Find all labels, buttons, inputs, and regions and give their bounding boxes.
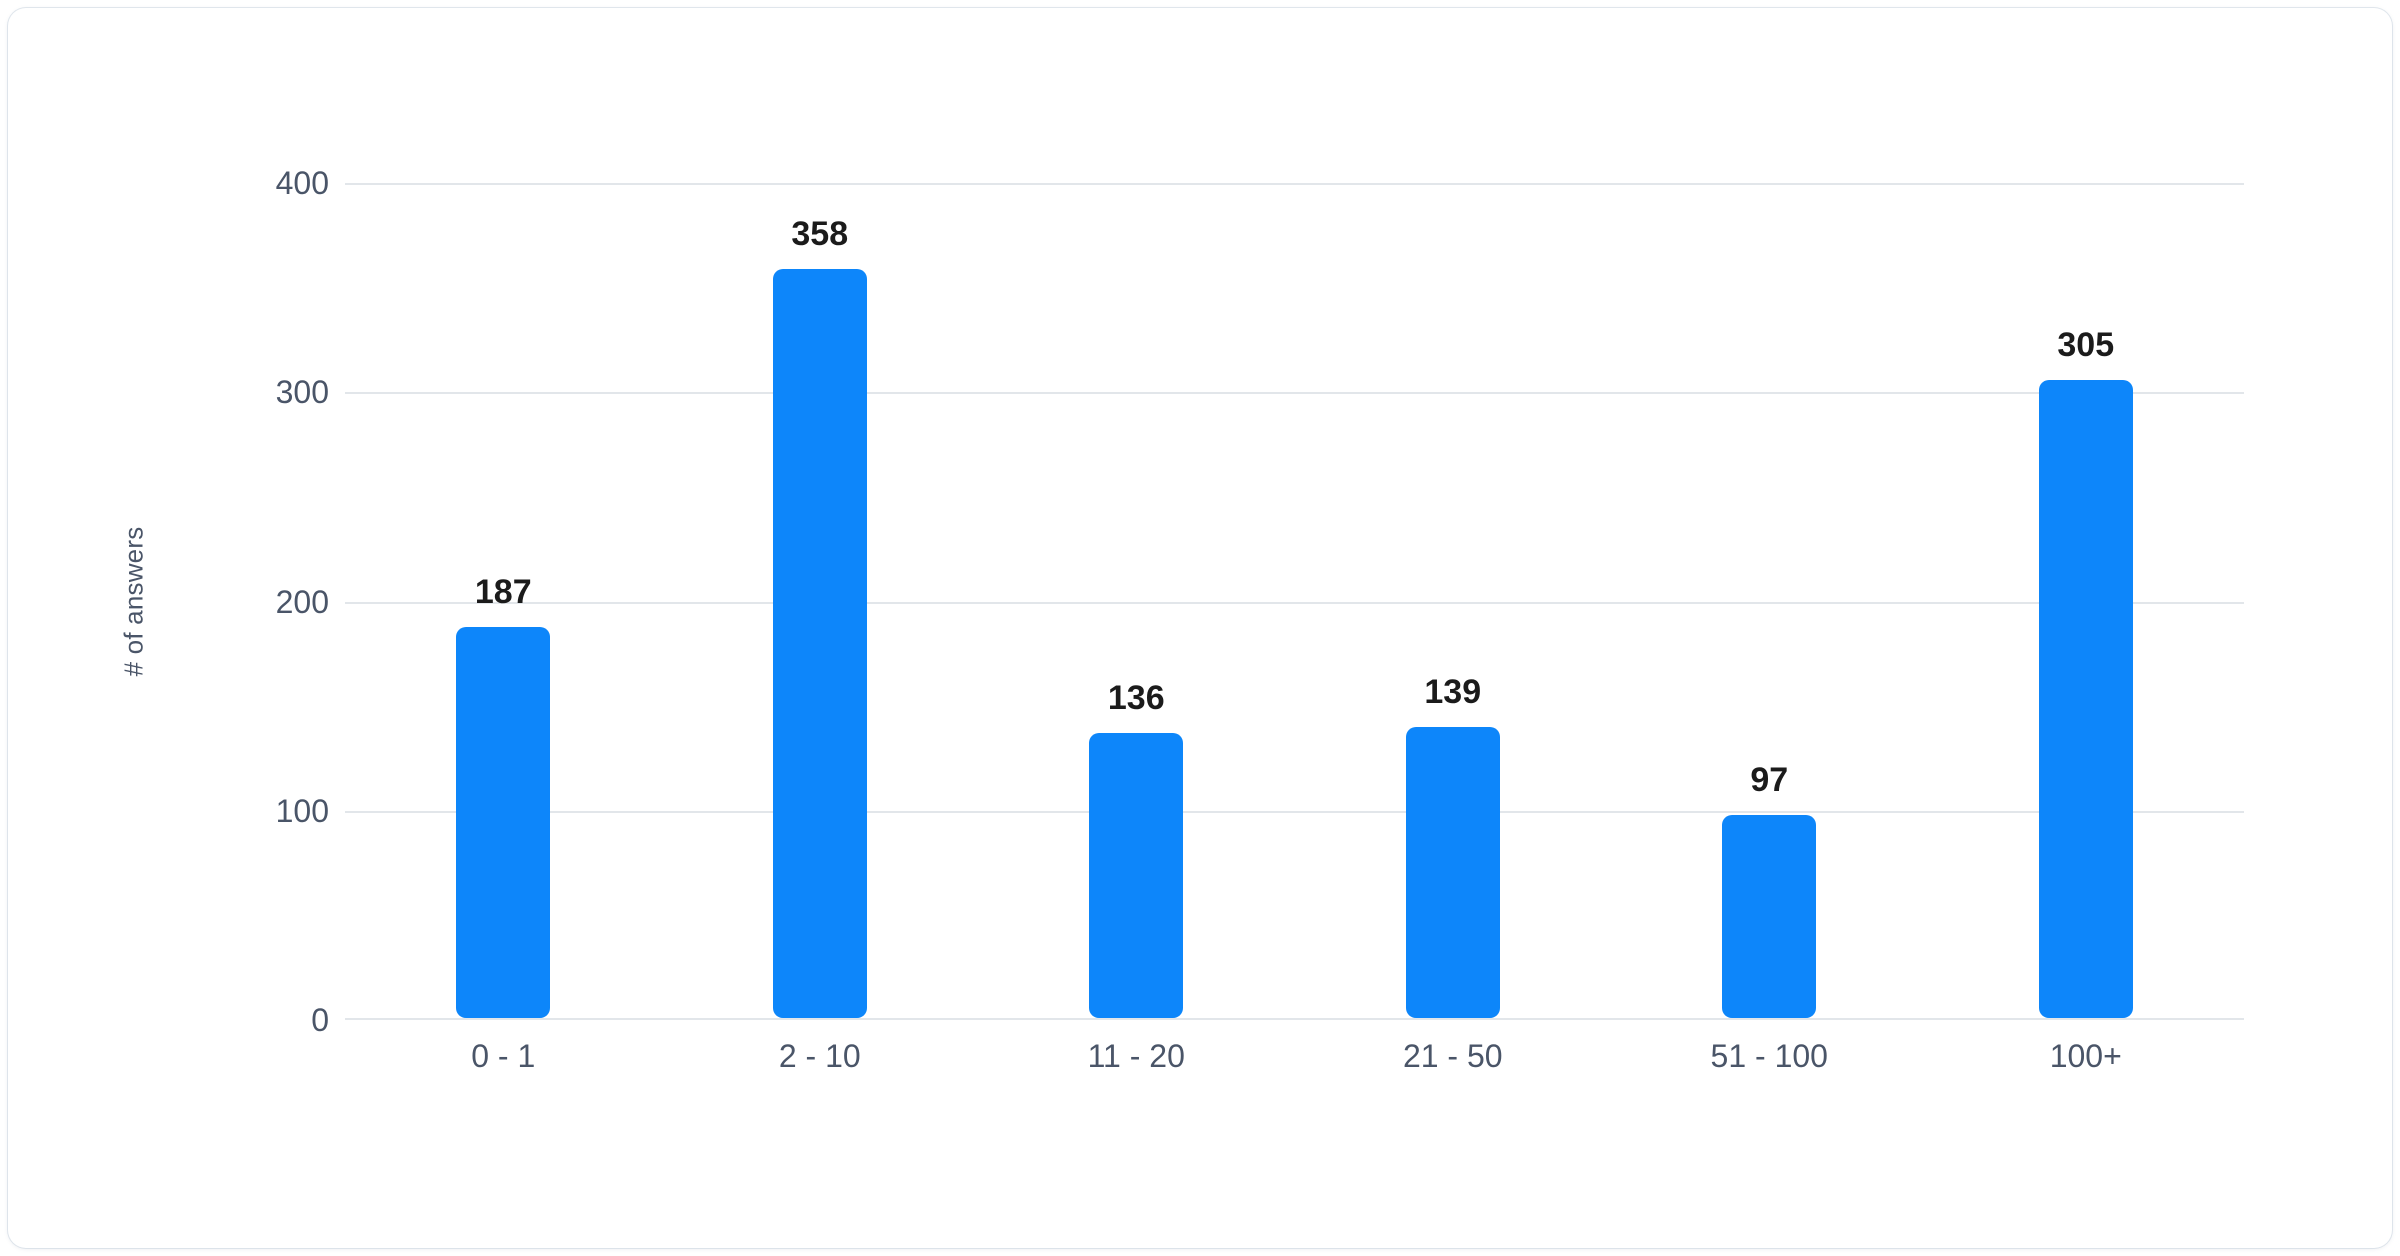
- bar-slot: 139: [1295, 183, 1612, 1020]
- chart-card: # of answers 400 300 200 100 0 187 358 1…: [8, 8, 2392, 1248]
- plot-area: 187 358 136 139 97 305: [345, 183, 2244, 1020]
- gridline-200: [345, 601, 2244, 604]
- y-tick-label: 400: [275, 165, 329, 201]
- y-tick-label: 100: [275, 792, 329, 829]
- bar-value-label: 305: [2057, 325, 2115, 364]
- gridline-300: [345, 392, 2244, 395]
- bar-slot: 97: [1611, 183, 1928, 1020]
- gridline-400: [345, 183, 2244, 185]
- y-axis-title: # of answers: [104, 183, 164, 1020]
- y-axis-tick-labels: 400 300 200 100 0: [189, 167, 329, 1036]
- y-tick-label: 0: [311, 1002, 329, 1038]
- x-tick-label: 21 - 50: [1402, 1038, 1503, 1074]
- x-axis-tick-labels: 0 - 1 2 - 10 11 - 20 21 - 50 51 - 100 10…: [345, 1040, 2244, 1100]
- bar[interactable]: [1089, 733, 1184, 1018]
- bar[interactable]: [1722, 815, 1817, 1018]
- bar[interactable]: [772, 268, 867, 1018]
- x-tick-label: 0 - 1: [471, 1038, 536, 1074]
- x-tick-label: 11 - 20: [1087, 1038, 1185, 1074]
- bar-value-label: 136: [1107, 679, 1165, 718]
- gridline-axis-zero: [345, 1018, 2244, 1020]
- bar[interactable]: [2038, 379, 2133, 1018]
- y-tick-label: 300: [275, 374, 329, 411]
- bar-value-label: 139: [1424, 673, 1482, 712]
- bar-slot: 305: [1928, 183, 2245, 1020]
- y-axis-title-label: # of answers: [118, 526, 149, 677]
- bar-value-label: 358: [791, 214, 849, 253]
- y-tick-label: 200: [275, 583, 329, 620]
- bar-slot: 136: [978, 183, 1295, 1020]
- gridline-100: [345, 810, 2244, 813]
- x-tick-label: 2 - 10: [778, 1038, 861, 1074]
- x-tick-label: 100+: [2049, 1038, 2122, 1074]
- bar[interactable]: [1405, 727, 1500, 1018]
- bar-value-label: 97: [1750, 761, 1789, 800]
- bar-slot: 187: [345, 183, 662, 1020]
- x-tick-label: 51 - 100: [1710, 1038, 1828, 1074]
- bar-value-label: 187: [474, 572, 532, 611]
- bar[interactable]: [456, 626, 551, 1018]
- bar-slot: 358: [662, 183, 979, 1020]
